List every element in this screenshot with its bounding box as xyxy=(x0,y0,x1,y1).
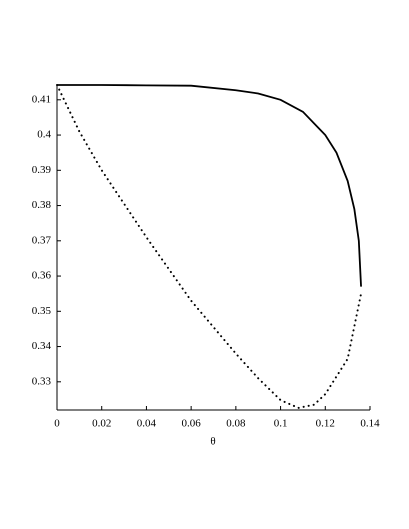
y-tick-label: 0.35 xyxy=(32,305,52,317)
x-axis-label: θ xyxy=(210,436,215,448)
x-tick-label: 0.04 xyxy=(137,418,157,430)
series-line xyxy=(56,84,363,409)
series-line xyxy=(57,84,362,287)
x-tick-label: 0.08 xyxy=(226,418,246,430)
x-tick-label: 0.02 xyxy=(92,418,111,430)
y-tick-label: 0.38 xyxy=(32,199,52,211)
y-tick-label: 0.34 xyxy=(32,340,52,352)
x-tick-label: 0 xyxy=(54,418,60,430)
y-tick-label: 0.37 xyxy=(32,234,52,246)
y-tick-label: 0.33 xyxy=(32,375,52,387)
x-tick-label: 0.06 xyxy=(182,418,202,430)
x-tick-label: 0.12 xyxy=(316,418,335,430)
y-tick-label: 0.4 xyxy=(37,129,51,141)
y-tick-label: 0.39 xyxy=(32,164,52,176)
x-tick-label: 0.14 xyxy=(360,418,380,430)
x-tick-label: 0.1 xyxy=(274,418,288,430)
y-tick-label: 0.41 xyxy=(32,93,51,105)
y-tick-label: 0.36 xyxy=(32,270,52,282)
